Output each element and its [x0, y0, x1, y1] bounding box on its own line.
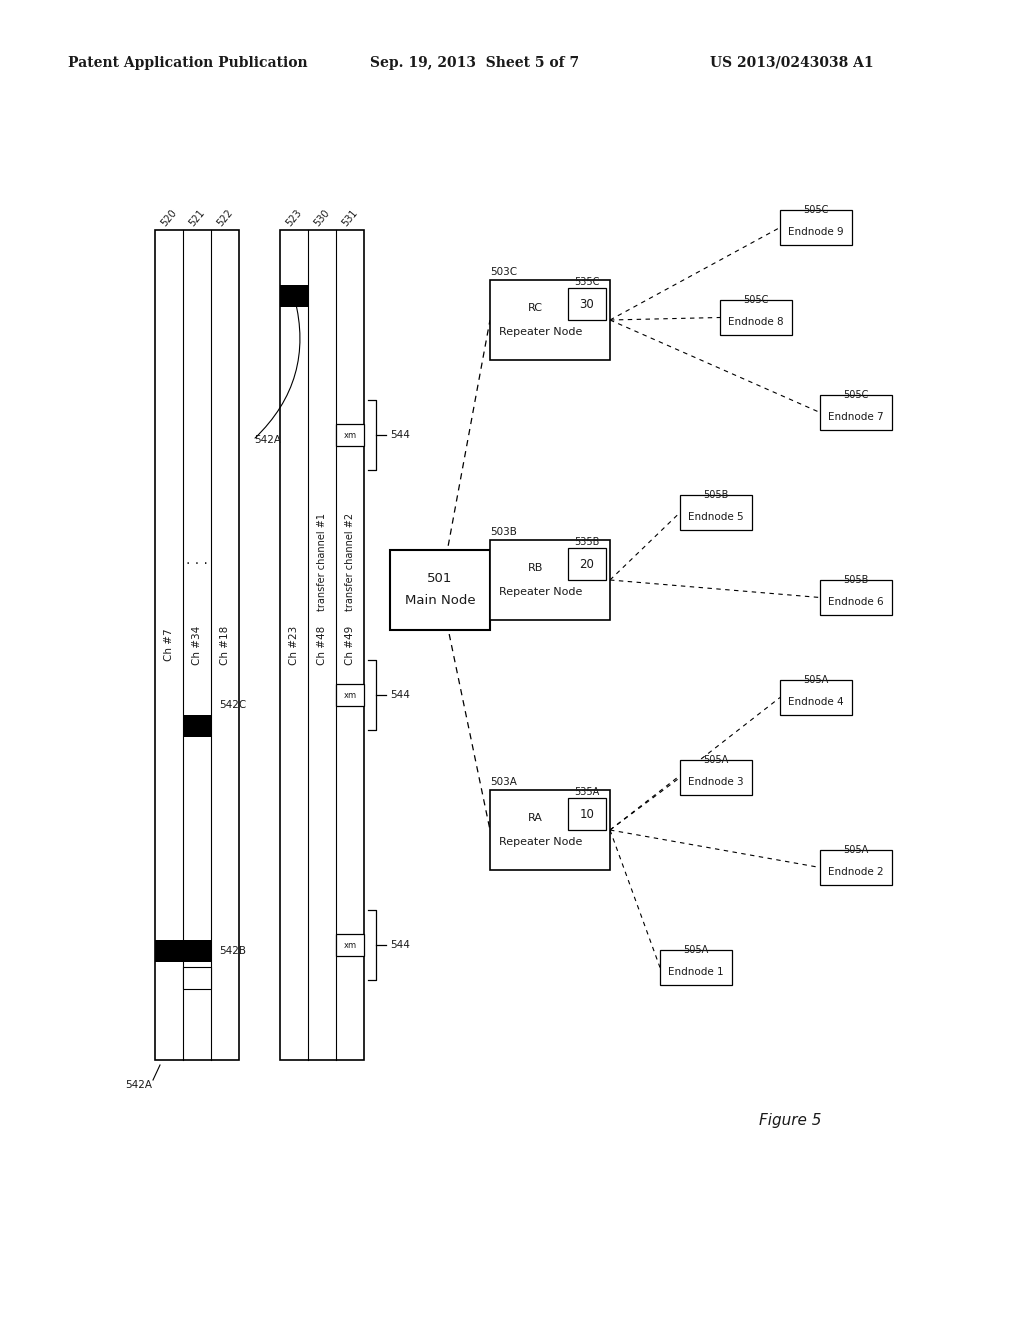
Text: xm: xm [343, 430, 356, 440]
Bar [820, 850, 892, 884]
Text: 530: 530 [312, 207, 332, 228]
Bar [183, 968, 211, 989]
Bar [336, 935, 364, 956]
Text: transfer channel #2: transfer channel #2 [345, 513, 355, 611]
Bar [568, 799, 606, 830]
Text: 505A: 505A [844, 845, 868, 855]
Text: Figure 5: Figure 5 [759, 1113, 821, 1127]
Text: 20: 20 [580, 557, 595, 570]
Text: Endnode 5: Endnode 5 [688, 512, 743, 521]
Text: Endnode 8: Endnode 8 [728, 317, 783, 327]
Text: US 2013/0243038 A1: US 2013/0243038 A1 [710, 55, 873, 70]
Bar [183, 940, 211, 962]
Text: RB: RB [528, 564, 544, 573]
Bar [336, 424, 364, 446]
Text: 503B: 503B [490, 527, 517, 537]
Bar [780, 680, 852, 715]
Text: 505A: 505A [804, 675, 828, 685]
Text: Endnode 9: Endnode 9 [788, 227, 844, 236]
Bar [490, 789, 610, 870]
Bar [280, 285, 308, 308]
Text: Repeater Node: Repeater Node [499, 837, 582, 847]
Text: xm: xm [343, 690, 356, 700]
Text: Ch #49: Ch #49 [345, 626, 355, 665]
Text: Endnode 4: Endnode 4 [788, 697, 844, 706]
Text: 535B: 535B [574, 537, 600, 546]
Bar [155, 230, 239, 1060]
Text: 535A: 535A [574, 787, 600, 797]
Bar [568, 288, 606, 319]
Text: 505A: 505A [683, 945, 709, 954]
Text: xm: xm [343, 940, 356, 949]
Text: RC: RC [528, 304, 543, 313]
Text: 505C: 505C [803, 205, 828, 215]
Text: 520: 520 [159, 207, 179, 228]
Text: 505A: 505A [703, 755, 729, 766]
Text: 501: 501 [427, 572, 453, 585]
Bar [820, 579, 892, 615]
Bar [680, 760, 752, 795]
Text: 544: 544 [390, 430, 410, 440]
Text: Main Node: Main Node [404, 594, 475, 606]
Text: 542C: 542C [219, 700, 246, 710]
Text: 521: 521 [187, 207, 207, 228]
Bar [660, 950, 732, 985]
Text: Patent Application Publication: Patent Application Publication [68, 55, 307, 70]
Text: 10: 10 [580, 808, 595, 821]
Text: 542A: 542A [125, 1080, 152, 1090]
Text: 544: 544 [390, 690, 410, 700]
Text: Endnode 6: Endnode 6 [828, 597, 884, 607]
Text: 523: 523 [285, 207, 304, 228]
Bar [280, 230, 364, 1060]
Text: 544: 544 [390, 940, 410, 950]
Text: Ch #48: Ch #48 [317, 626, 327, 665]
Text: Endnode 7: Endnode 7 [828, 412, 884, 421]
Bar [680, 495, 752, 531]
Text: 535C: 535C [574, 277, 600, 286]
Text: Ch #7: Ch #7 [164, 628, 174, 661]
Text: 503C: 503C [490, 267, 517, 277]
Bar [183, 715, 211, 737]
Text: Sep. 19, 2013  Sheet 5 of 7: Sep. 19, 2013 Sheet 5 of 7 [370, 55, 580, 70]
Bar [490, 540, 610, 620]
Text: . . .: . . . [186, 553, 208, 568]
Text: Repeater Node: Repeater Node [499, 587, 582, 597]
Text: 522: 522 [215, 207, 234, 228]
Text: 503A: 503A [490, 777, 517, 787]
Bar [820, 395, 892, 430]
Text: RA: RA [528, 813, 543, 822]
Text: Endnode 1: Endnode 1 [669, 966, 724, 977]
Bar [390, 550, 490, 630]
Text: 30: 30 [580, 297, 594, 310]
Bar [336, 684, 364, 706]
Text: 505C: 505C [844, 389, 868, 400]
Text: Ch #34: Ch #34 [193, 626, 202, 665]
Text: 542B: 542B [219, 946, 246, 956]
Text: 505B: 505B [844, 576, 868, 585]
Bar [568, 548, 606, 579]
Text: Endnode 2: Endnode 2 [828, 867, 884, 876]
Text: Ch #18: Ch #18 [220, 626, 230, 665]
Text: Ch #23: Ch #23 [289, 626, 299, 665]
Text: Repeater Node: Repeater Node [499, 327, 582, 337]
Text: 505B: 505B [703, 490, 729, 500]
Text: Endnode 3: Endnode 3 [688, 776, 743, 787]
Text: 531: 531 [340, 207, 359, 228]
Text: transfer channel #1: transfer channel #1 [317, 513, 327, 611]
Bar [780, 210, 852, 246]
Text: 542A: 542A [254, 436, 281, 445]
Bar [155, 940, 183, 962]
Bar [720, 300, 792, 335]
Text: 505C: 505C [743, 294, 769, 305]
Bar [490, 280, 610, 360]
